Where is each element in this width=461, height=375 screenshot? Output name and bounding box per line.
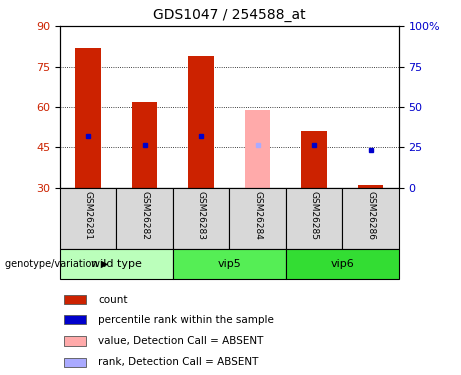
Text: GSM26282: GSM26282: [140, 190, 149, 240]
Bar: [64, 295, 86, 304]
Bar: [301, 131, 327, 188]
Bar: [245, 110, 270, 188]
Text: genotype/variation ▶: genotype/variation ▶: [5, 260, 108, 269]
Bar: [173, 188, 229, 249]
Bar: [64, 315, 86, 324]
Text: rank, Detection Call = ABSENT: rank, Detection Call = ABSENT: [98, 357, 259, 367]
Bar: [229, 188, 286, 249]
Text: GSM26285: GSM26285: [309, 190, 319, 240]
Title: GDS1047 / 254588_at: GDS1047 / 254588_at: [153, 9, 306, 22]
Bar: [189, 56, 214, 188]
Text: vip6: vip6: [331, 260, 354, 269]
Bar: [358, 185, 383, 188]
Bar: [286, 188, 342, 249]
Bar: [286, 249, 399, 279]
Bar: [64, 357, 86, 367]
Text: GSM26286: GSM26286: [366, 190, 375, 240]
Bar: [132, 102, 157, 188]
Bar: [173, 249, 286, 279]
Text: vip5: vip5: [218, 260, 241, 269]
Bar: [60, 188, 116, 249]
Bar: [116, 188, 173, 249]
Text: wild type: wild type: [91, 260, 142, 269]
Bar: [342, 188, 399, 249]
Bar: [64, 336, 86, 346]
Text: percentile rank within the sample: percentile rank within the sample: [98, 315, 274, 325]
Text: GSM26283: GSM26283: [196, 190, 206, 240]
Bar: [76, 48, 101, 188]
Text: GSM26284: GSM26284: [253, 190, 262, 240]
Text: value, Detection Call = ABSENT: value, Detection Call = ABSENT: [98, 336, 263, 346]
Bar: [60, 249, 173, 279]
Text: GSM26281: GSM26281: [83, 190, 93, 240]
Text: count: count: [98, 295, 128, 304]
